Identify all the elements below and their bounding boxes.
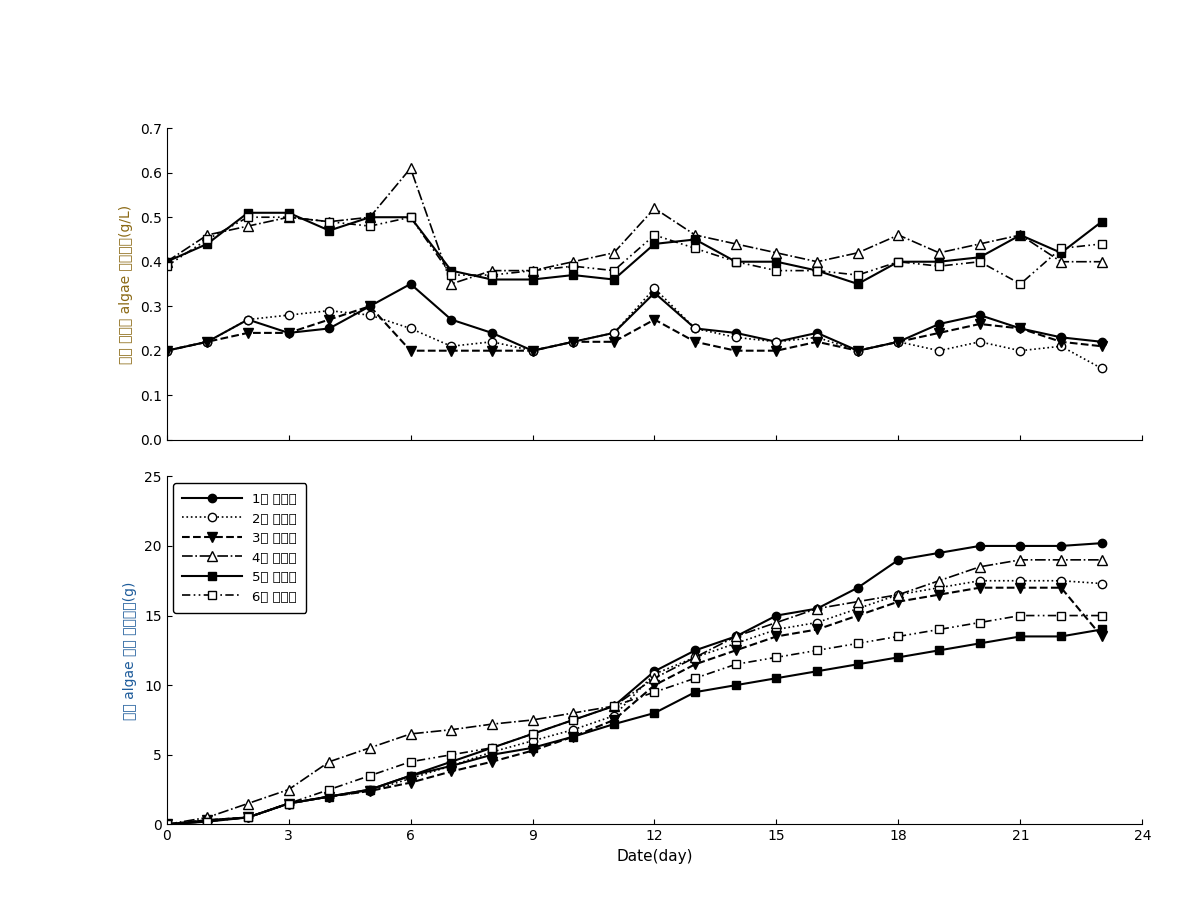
X-axis label: Date(day): Date(day) bbox=[616, 849, 693, 864]
Legend: 1번 배양조, 2번 배양조, 3번 배양조, 4번 배양조, 5번 배양조, 6번 배양조: 1번 배양조, 2번 배양조, 3번 배양조, 4번 배양조, 5번 배양조, … bbox=[174, 483, 306, 613]
Y-axis label: 단위 부피당 algae 건조중량(g/L): 단위 부피당 algae 건조중량(g/L) bbox=[119, 204, 133, 364]
Y-axis label: 수거 algae 누적 건조중량(g): 수거 algae 누적 건조중량(g) bbox=[124, 581, 137, 720]
